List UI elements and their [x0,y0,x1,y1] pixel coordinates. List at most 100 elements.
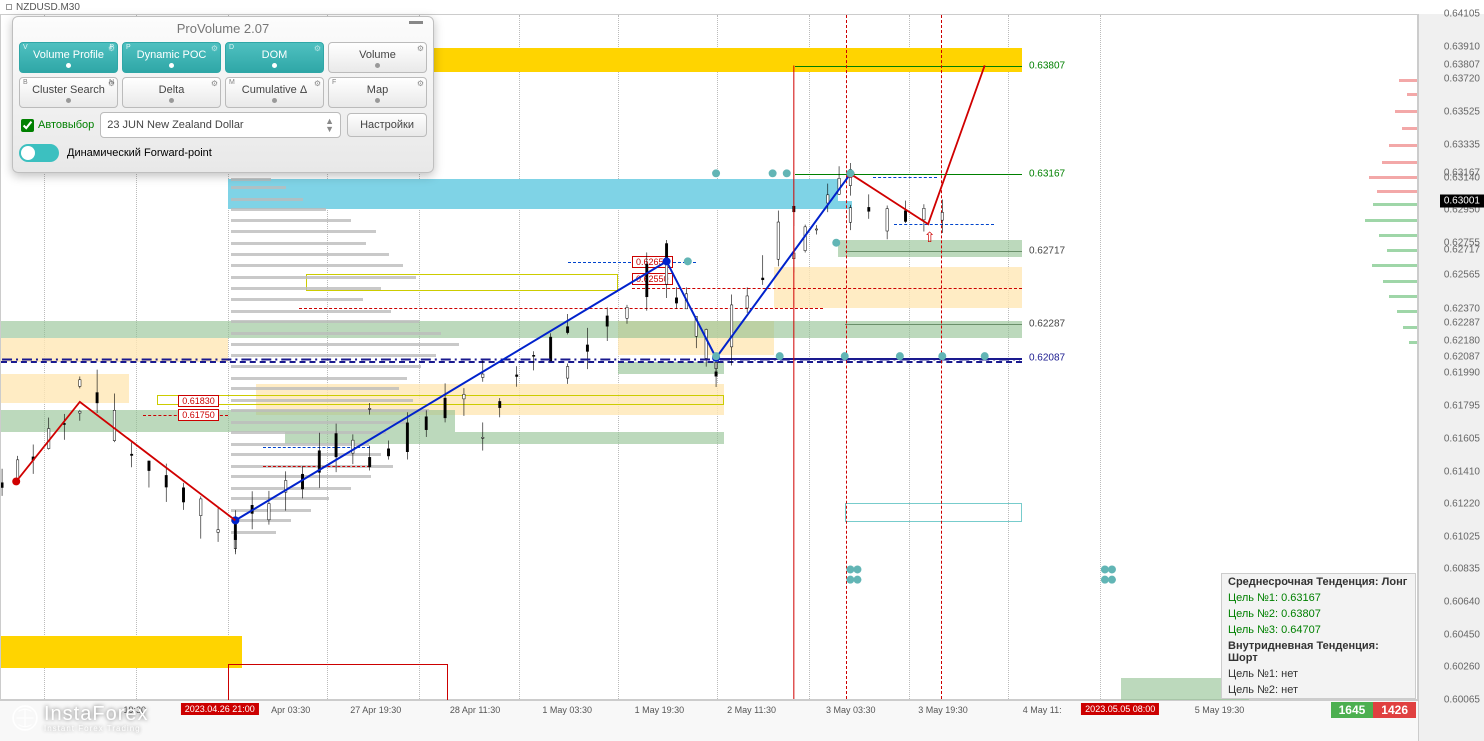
expand-icon[interactable] [6,4,12,10]
price-tick: 0.61220 [1444,498,1480,509]
price-tick: 0.60260 [1444,661,1480,672]
price-tick: 0.60835 [1444,564,1480,575]
panel-button[interactable]: F⚙Map [328,77,427,108]
time-label: 28 Apr 11:30 [450,705,500,715]
time-label: 2 May 11:30 [727,705,776,715]
price-tick: 0.62087 [1444,351,1480,362]
button-row-1: VP⚙Volume ProfileP⚙Dynamic POCD⚙DOM⚙Volu… [19,42,427,73]
price-flag: 0.62650 [632,256,673,268]
current-price-tag: 0.63001 [1440,195,1484,208]
hline [845,251,1022,252]
price-tick: 0.62370 [1444,303,1480,314]
forward-point-toggle[interactable] [19,144,59,162]
price-tick: 0.62565 [1444,270,1480,281]
settings-button[interactable]: Настройки [347,113,427,137]
price-axis: 0.641050.639100.638070.637200.635250.633… [1418,14,1484,741]
autoselect-checkbox[interactable]: Автовыбор [19,119,94,132]
price-tick: 0.63140 [1444,172,1480,183]
line-price-tag: 0.63807 [1026,60,1068,71]
hline [263,447,369,448]
price-tick: 0.61410 [1444,466,1480,477]
infobox-trend-mid: Среднесрочная Тенденция: Лонг [1222,574,1415,590]
target-row: Цель №2: 0.63807 [1222,606,1415,622]
zone-yellow-outline [306,274,618,291]
infobox-intraday-label: Внутридневная Тенденция: [1228,640,1379,652]
price-tick: 0.63525 [1444,107,1480,118]
autoselect-input[interactable] [21,119,34,132]
zone-moccasin [1,338,228,362]
hline [632,288,1022,289]
price-tick: 0.62717 [1444,244,1480,255]
time-label: 1 May 19:30 [635,705,685,715]
hline [299,308,824,309]
price-tick: 0.63807 [1444,59,1480,70]
logo-sub: Instant Forex Trading [44,724,148,733]
price-tick: 0.60450 [1444,629,1480,640]
hline [795,66,1022,67]
panel-button[interactable]: ⚙Delta [122,77,221,108]
zone-yellow [1,636,242,668]
zone-moccasin [1,374,129,403]
stepper-icon[interactable]: ▲▼ [325,117,334,133]
infobox-mid-value: Лонг [1382,576,1408,588]
price-tick: 0.61795 [1444,401,1480,412]
line-price-tag: 0.62087 [1026,352,1068,363]
hline [795,174,1022,175]
symbol-bar: NZDUSD.M30 [0,0,80,14]
infobox-mid-label: Среднесрочная Тенденция: [1228,576,1379,588]
target-row: Цель №3: 0.64707 [1222,622,1415,638]
contract-value: 23 JUN New Zealand Dollar [107,119,243,131]
time-label: Apr 03:30 [271,705,310,715]
zone-skyblue [228,179,838,210]
price-tick: 0.64105 [1444,9,1480,20]
zone-green [618,362,724,374]
logo-icon [12,705,38,731]
root: NZDUSD.M30 0.63807 0.63167 0.62717 0.62287 0… [0,0,1484,741]
time-label: 3 May 19:30 [918,705,968,715]
panel-button[interactable]: BN⚙Cluster Search [19,77,118,108]
symbol-label: NZDUSD.M30 [16,2,80,13]
provolume-panel[interactable]: ProVolume 2.07 VP⚙Volume ProfileP⚙Dynami… [12,16,434,173]
time-axis: 19:302023.04.26 21:00Apr 03:3027 Apr 19:… [0,700,1418,741]
time-label: 1 May 03:30 [542,705,592,715]
panel-button[interactable]: M⚙Cumulative Δ [225,77,324,108]
panel-title[interactable]: ProVolume 2.07 [13,17,433,38]
target-row: Цель №1: 0.63167 [1222,590,1415,606]
price-tick: 0.60065 [1444,695,1480,706]
line-price-tag: 0.62287 [1026,318,1068,329]
time-flag: 2023.04.26 21:00 [181,703,259,715]
price-tick: 0.63720 [1444,74,1480,85]
price-tick: 0.61990 [1444,368,1480,379]
targets-short: Цель №1: нетЦель №2: нет [1222,666,1415,698]
contract-select[interactable]: 23 JUN New Zealand Dollar ▲▼ [100,112,341,138]
panel-button[interactable]: VP⚙Volume Profile [19,42,118,73]
time-label: 27 Apr 19:30 [350,705,401,715]
target-row: Цель №1: нет [1222,666,1415,682]
panel-title-text: ProVolume 2.07 [177,21,270,36]
infobox-intraday-value: Шорт [1228,652,1258,664]
minimize-icon[interactable] [409,21,423,24]
line-price-tag: 0.63167 [1026,169,1068,180]
logo-name: InstaForex [44,703,148,725]
panel-button[interactable]: D⚙DOM [225,42,324,73]
price-tick: 0.61605 [1444,433,1480,444]
zone-skyblue [831,201,852,209]
time-label: 5 May 19:30 [1195,705,1245,715]
forward-point-row: Динамический Forward-point [19,144,427,162]
price-tick: 0.63910 [1444,42,1480,53]
price-tick: 0.63335 [1444,139,1480,150]
hline [873,177,937,178]
counter-red: 1426 [1373,702,1416,718]
target-row: Цель №2: нет [1222,682,1415,698]
panel-button[interactable]: ⚙Volume [328,42,427,73]
price-tick: 0.62287 [1444,317,1480,328]
panel-button[interactable]: P⚙Dynamic POC [122,42,221,73]
price-tick: 0.61025 [1444,531,1480,542]
panel-row-3: Автовыбор 23 JUN New Zealand Dollar ▲▼ Н… [19,112,427,138]
forward-point-label: Динамический Forward-point [67,147,212,159]
button-row-2: BN⚙Cluster Search⚙DeltaM⚙Cumulative ΔF⚙M… [19,77,427,108]
price-flag: 0.61750 [178,409,219,421]
counters: 16451426 [1331,703,1416,717]
price-tick: 0.62180 [1444,335,1480,346]
zone-green [285,432,725,444]
